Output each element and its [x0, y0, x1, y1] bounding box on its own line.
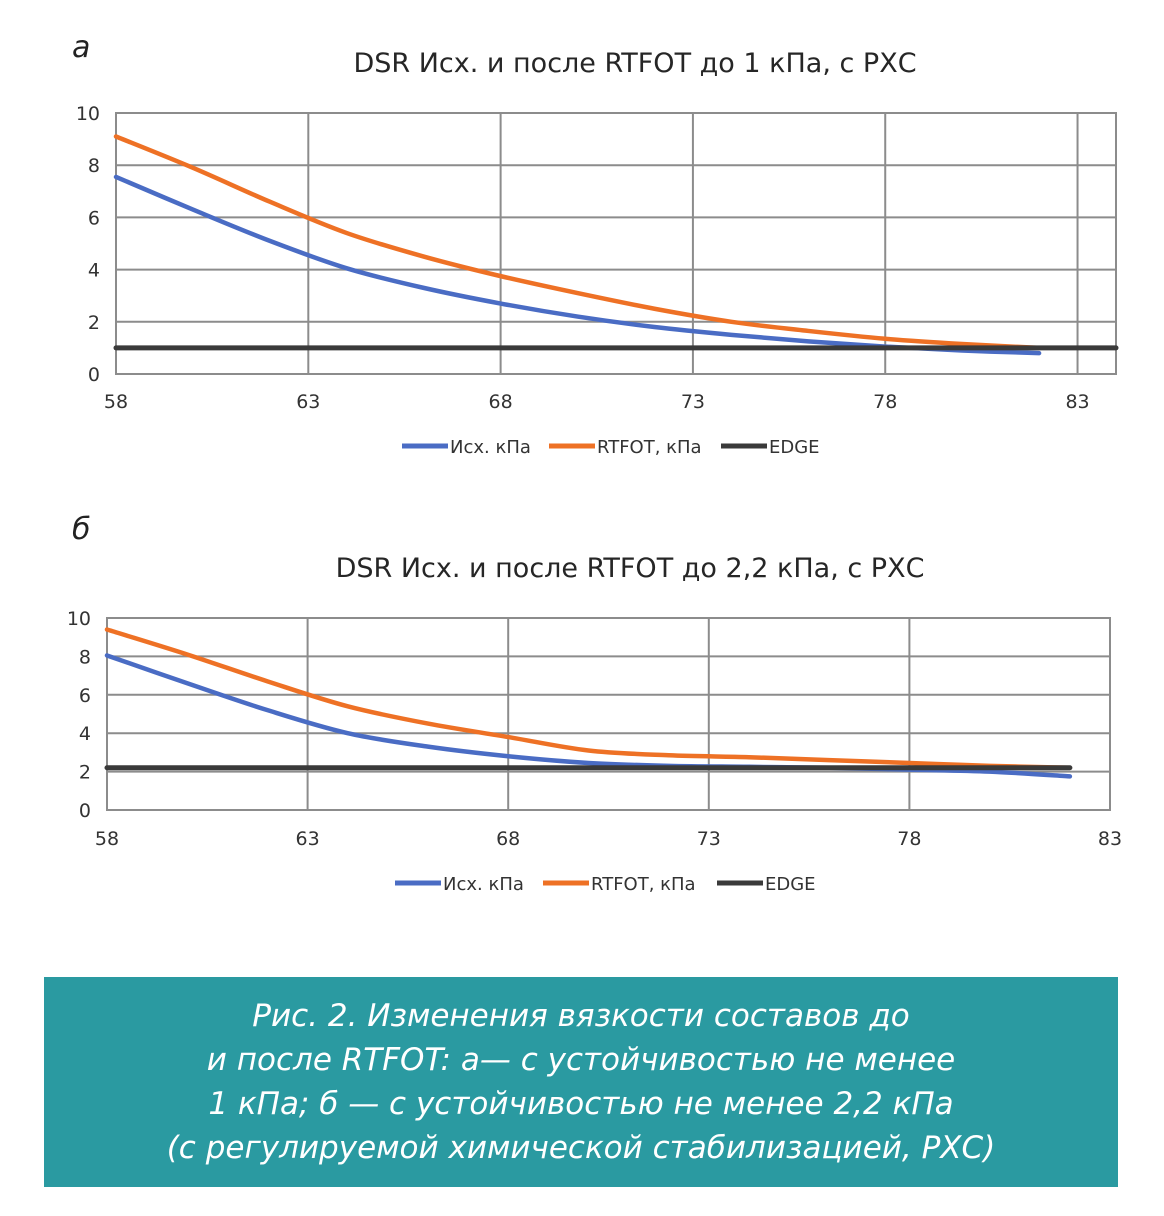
- x-tick-label: 73: [681, 391, 705, 413]
- x-tick-label: 63: [296, 391, 320, 413]
- legend: Исх. кПа RTFOT, кПа EDGE: [402, 437, 820, 458]
- legend-label: RTFOT, кПа: [591, 874, 696, 895]
- plot-area: [115, 112, 1117, 375]
- chart-title-b: DSR Исх. и после RTFOT до 2,2 кПа, с РХС: [335, 553, 925, 584]
- x-tick-label: 73: [697, 828, 721, 850]
- series-line-1: [113, 134, 1042, 351]
- y-tick-label: 10: [76, 103, 100, 125]
- caption-line-4: (с регулируемой химической стабилизацией…: [166, 1130, 996, 1166]
- x-tick-label: 63: [296, 828, 320, 850]
- y-tick-label: 0: [79, 800, 91, 822]
- legend-label: EDGE: [769, 437, 820, 458]
- y-tick-label: 4: [79, 723, 91, 745]
- x-tick-label: 68: [489, 391, 513, 413]
- series-line-0: [104, 653, 1073, 779]
- x-tick-label: 68: [496, 828, 520, 850]
- x-tick-label: 83: [1065, 391, 1089, 413]
- x-tick-label: 78: [897, 828, 921, 850]
- plot-area: [106, 617, 1111, 811]
- y-tick-label: 2: [79, 762, 91, 784]
- legend-label: Исх. кПа: [443, 874, 524, 895]
- legend-label: EDGE: [765, 874, 816, 895]
- y-tick-label: 0: [88, 364, 100, 386]
- caption-line-3: 1 кПа; б — с устойчивостью не менее 2,2 …: [208, 1086, 954, 1122]
- y-tick-label: 6: [79, 685, 91, 707]
- legend-label: RTFOT, кПа: [597, 437, 702, 458]
- figure-caption: Рис. 2. Изменения вязкости составов до и…: [44, 977, 1118, 1187]
- series-line-1: [104, 627, 1073, 771]
- panel-label-a: а: [72, 30, 91, 65]
- y-tick-label: 8: [88, 155, 100, 177]
- caption-line-1: Рис. 2. Изменения вязкости составов до: [252, 998, 910, 1034]
- y-tick-label: 8: [79, 646, 91, 668]
- legend-label: Исх. кПа: [450, 437, 531, 458]
- x-tick-label: 78: [873, 391, 897, 413]
- y-tick-label: 6: [88, 207, 100, 229]
- legend: Исх. кПа RTFOT, кПа EDGE: [395, 874, 816, 895]
- gridlines: [106, 617, 1111, 811]
- x-tick-label: 58: [104, 391, 128, 413]
- y-tick-label: 4: [88, 260, 100, 282]
- y-tick-label: 2: [88, 312, 100, 334]
- caption-line-2: и после RTFOT: а— с устойчивостью не мен…: [206, 1042, 956, 1078]
- chart-title-a: DSR Исх. и после RTFOT до 1 кПа, с РХС: [353, 48, 917, 79]
- panel-label-b: б: [72, 512, 91, 547]
- y-tick-label: 10: [67, 608, 91, 630]
- x-tick-label: 83: [1098, 828, 1122, 850]
- x-tick-label: 58: [95, 828, 119, 850]
